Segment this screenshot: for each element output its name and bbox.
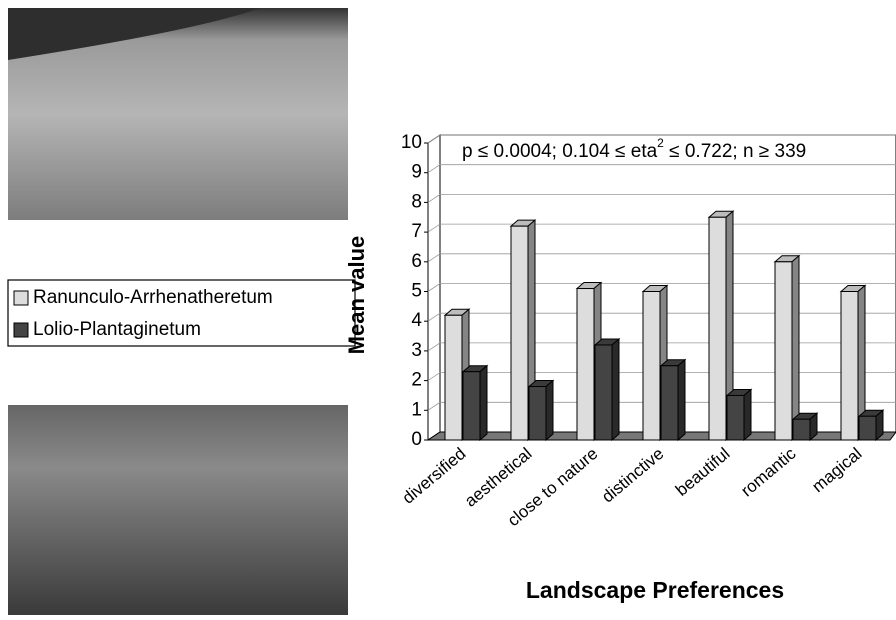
bar-front (594, 344, 613, 441)
bar-side (791, 254, 800, 442)
bar-front (660, 365, 679, 441)
bar-side (677, 358, 686, 442)
y-tick-label: 5 (411, 281, 422, 302)
bar (857, 409, 885, 442)
bar-front (576, 288, 595, 441)
bar-front (528, 386, 547, 441)
x-tick-label: distinctive (598, 444, 667, 507)
grid-line (427, 134, 896, 144)
y-tick-label: 3 (411, 340, 422, 361)
legend-box (7, 279, 356, 347)
annotation-text: p ≤ 0.0004; 0.104 ≤ eta (462, 141, 658, 162)
bar-front (642, 291, 661, 441)
bar (461, 364, 489, 442)
legend-label: Lolio-Plantaginetum (33, 319, 201, 340)
y-tick-label: 2 (411, 370, 422, 391)
legend-swatch (13, 322, 29, 338)
bar-front (858, 415, 877, 441)
y-tick-label: 10 (401, 132, 422, 153)
bar-side (479, 364, 488, 442)
x-tick-label: diversified (399, 444, 470, 508)
grid-line (427, 312, 896, 322)
bar (773, 254, 801, 442)
grid-line (427, 194, 896, 203)
bar-front (462, 371, 481, 441)
annotation: p ≤ 0.0004; 0.104 ≤ eta2 ≤ 0.722; n ≥ 33… (462, 136, 806, 162)
x-tick-label: beautiful (672, 444, 733, 500)
bar (593, 337, 621, 442)
bar-side (611, 337, 620, 442)
y-tick-label: 4 (411, 310, 422, 331)
x-tick-label: romantic (737, 444, 800, 501)
grid-line (427, 372, 896, 381)
bar (527, 379, 555, 442)
y-tick-label: 8 (411, 191, 422, 212)
y-tick-label: 7 (411, 221, 422, 242)
photo-plantain (8, 405, 348, 615)
y-tick-label: 0 (411, 429, 422, 450)
legend-label: Ranunculo-Arrhenatheretum (33, 287, 273, 308)
grid-line (427, 283, 896, 292)
legend-swatch (13, 290, 29, 306)
bar (659, 358, 687, 442)
bar-side (545, 379, 554, 442)
grid-line (427, 223, 896, 233)
grid-line (427, 253, 896, 263)
bar-front (708, 216, 727, 441)
y-axis-title: Mean value (344, 236, 369, 355)
bar-front (792, 418, 811, 441)
x-tick-label: magical (808, 444, 865, 496)
bar (791, 412, 819, 442)
bar-front (840, 291, 859, 441)
y-tick-label: 6 (411, 251, 422, 272)
y-tick-label: 1 (411, 399, 422, 420)
bar-front (774, 261, 793, 441)
bar-front (726, 394, 745, 441)
bar-front (444, 314, 463, 441)
grid-line (427, 342, 896, 352)
bar-front (510, 225, 529, 441)
annotation-superscript: 2 (657, 136, 664, 150)
bar (725, 388, 753, 442)
x-axis-title: Landscape Preferences (526, 577, 784, 603)
annotation-text: ≤ 0.722; n ≥ 339 (664, 141, 806, 162)
bar-side (743, 388, 752, 442)
bar-side (875, 409, 884, 442)
photo-forest (8, 8, 260, 60)
y-tick-label: 9 (411, 162, 422, 183)
grid-line (427, 164, 896, 174)
